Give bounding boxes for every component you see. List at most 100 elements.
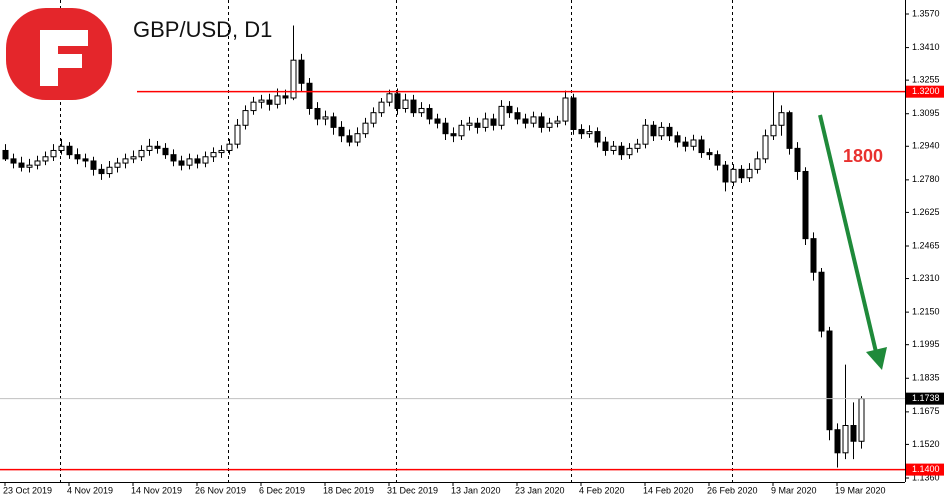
candle-body [602,141,609,151]
candle-body [530,116,537,124]
candle-body [18,162,25,168]
candle-body [522,118,529,124]
candle-body [138,149,145,158]
candle-body [682,141,689,147]
candle-body [34,160,41,166]
y-tick-label: 1.2150 [912,307,940,317]
candle-body [850,425,857,442]
y-tick-label: 1.2310 [912,273,940,283]
candle-body [626,147,633,156]
last-price-label: 1.1738 [912,393,940,403]
candle-body [162,147,169,156]
level-label-box [906,463,944,476]
candle-body [226,143,233,151]
candle-body [90,160,97,170]
candle-body [106,166,113,175]
candle-body [290,59,297,99]
candle-body [802,170,809,240]
candle-body [10,158,17,164]
candle-body [122,158,129,164]
candle-body [690,139,697,147]
candle-body [778,112,785,126]
x-tick-label: 18 Dec 2019 [323,485,374,495]
candle-body [466,122,473,126]
candle-body [418,107,425,114]
candle-body [490,118,497,126]
candle-body [506,105,513,114]
candle-body [146,145,153,151]
candle-body [410,99,417,114]
x-tick-label: 14 Feb 2020 [643,485,694,495]
x-tick-label: 4 Feb 2020 [579,485,625,495]
arrow-shaft [818,114,878,353]
candle-body [810,238,817,273]
candle-body [634,143,641,149]
candle-body [58,145,65,151]
y-tick-label: 1.2625 [912,207,940,217]
candle-body [386,93,393,103]
candle-body [258,99,265,103]
level-label: 1.1400 [912,464,940,474]
candle-body [618,145,625,156]
candle-body [650,124,657,137]
candle-body [458,124,465,137]
y-tick-label: 1.3570 [912,8,940,18]
y-tick-label: 1.1835 [912,373,940,383]
candle-body [578,128,585,135]
candle-body [250,101,257,112]
y-tick-label: 1.2780 [912,174,940,184]
candle-body [474,122,481,128]
candle-body [26,164,33,168]
candle-body [586,131,593,135]
x-tick-label: 31 Dec 2019 [387,485,438,495]
candle-body [562,97,569,122]
candle-body [186,158,193,166]
candle-body [762,135,769,160]
candle-body [314,107,321,120]
x-tick-label: 26 Nov 2019 [195,485,246,495]
candle-body [298,59,305,84]
candle-body [610,145,617,151]
x-tick-label: 26 Feb 2020 [707,485,758,495]
candle-body [82,158,89,162]
candle-body [794,147,801,172]
level-label: 1.3200 [912,86,940,96]
candle-body [354,133,361,143]
logo [6,8,112,100]
candle-body [754,158,761,170]
candle-body [338,126,345,137]
x-tick-label: 4 Nov 2019 [67,485,113,495]
y-tick-label: 1.3255 [912,75,940,85]
candle-body [242,110,249,126]
candle-body [498,105,505,126]
trend-arrow [818,114,887,370]
candle-body [514,112,521,120]
candle-body [42,156,49,162]
candle-body [330,116,337,128]
logo-letter [40,30,88,86]
candle-body [594,131,601,143]
level-label-box [906,85,944,98]
candle-body [714,154,721,166]
candle-body [66,145,73,156]
y-tick-label: 1.1520 [912,439,940,449]
candle-body [50,149,57,158]
candle-body [154,145,161,149]
y-tick-label: 1.2940 [912,141,940,151]
candle-body [666,126,673,137]
x-tick-label: 19 Mar 2020 [835,485,886,495]
candle-body [194,158,201,164]
candle-body [738,168,745,179]
candle-body [426,107,433,120]
candle-body [834,429,841,454]
candle-body [378,101,385,114]
candle-body [554,120,561,124]
candle-body [842,425,849,454]
y-tick-label: 1.1675 [912,406,940,416]
candle-body [218,149,225,154]
y-tick-label: 1.3095 [912,108,940,118]
candle-body [234,124,241,145]
